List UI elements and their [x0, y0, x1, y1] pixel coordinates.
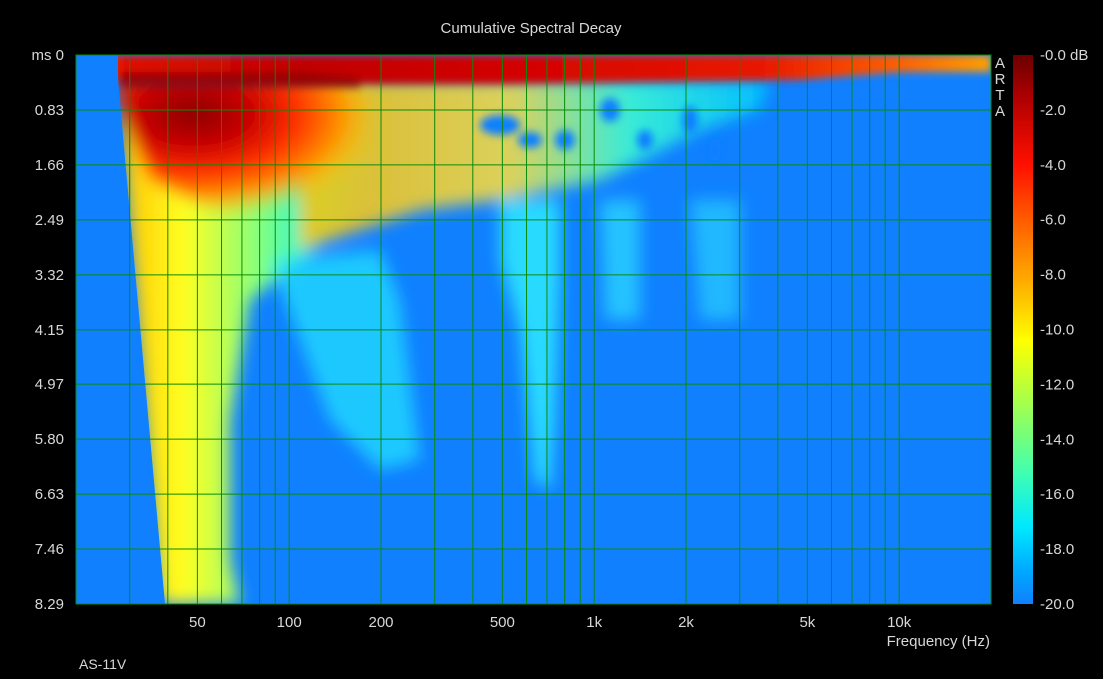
x-tick-label: 5k — [799, 614, 815, 631]
y-tick-label: 1.66 — [35, 157, 64, 174]
x-tick-labels: 50 100 200 500 1k 2k 5k 10k — [189, 614, 912, 631]
colorbar-tick-label: -6.0 — [1040, 212, 1066, 229]
heatmap-surface — [76, 55, 991, 604]
colorbar-labels: -0.0 dB -2.0 -4.0 -6.0 -8.0 -10.0 -12.0 -14.0 -1… — [1040, 47, 1088, 613]
x-tick-label: 50 — [189, 614, 206, 631]
x-tick-label: 200 — [368, 614, 393, 631]
plot-frame — [75, 54, 992, 605]
x-axis-label: Frequency (Hz) — [887, 633, 990, 650]
chart-title: Cumulative Spectral Decay — [441, 20, 622, 37]
y-tick-label: 8.29 — [35, 596, 64, 613]
y-gridlines — [76, 55, 991, 604]
y-tick-label: 0.83 — [35, 102, 64, 119]
colorbar-tick-label: -20.0 — [1040, 596, 1074, 613]
colorbar-tick-label: -14.0 — [1040, 431, 1074, 448]
y-tick-label: 7.46 — [35, 541, 64, 558]
colorbar-tick-label: -2.0 — [1040, 102, 1066, 119]
colorbar-tick-label: -12.0 — [1040, 376, 1074, 393]
y-tick-label: 4.15 — [35, 322, 64, 339]
colorbar-tick-label: -10.0 — [1040, 322, 1074, 339]
brand-letter: A — [995, 55, 1005, 72]
colorbar-tick-label: -4.0 — [1040, 157, 1066, 174]
x-tick-label: 100 — [277, 614, 302, 631]
y-tick-label: ms 0 — [31, 47, 64, 64]
y-tick-label: 4.97 — [35, 376, 64, 393]
y-tick-labels: ms 0 0.83 1.66 2.49 3.32 4.15 4.97 5.80 6.63 7.46… — [31, 47, 64, 613]
x-tick-label: 2k — [678, 614, 694, 631]
colorbar — [1013, 55, 1033, 604]
y-tick-label: 5.80 — [35, 431, 64, 448]
colorbar-tick-label: -8.0 — [1040, 267, 1066, 284]
y-tick-label: 3.32 — [35, 267, 64, 284]
colorbar-tick-label: -18.0 — [1040, 541, 1074, 558]
y-tick-label: 2.49 — [35, 212, 64, 229]
model-note: AS-11V — [79, 656, 127, 672]
colorbar-tick-label: -16.0 — [1040, 486, 1074, 503]
brand-letter: T — [995, 87, 1004, 104]
brand-letter: R — [995, 71, 1006, 88]
colorbar-tick-label: -0.0 dB — [1040, 47, 1088, 64]
x-tick-label: 500 — [490, 614, 515, 631]
x-tick-label: 10k — [887, 614, 912, 631]
brand-letter: A — [995, 103, 1005, 120]
y-tick-label: 6.63 — [35, 486, 64, 503]
x-tick-label: 1k — [586, 614, 602, 631]
